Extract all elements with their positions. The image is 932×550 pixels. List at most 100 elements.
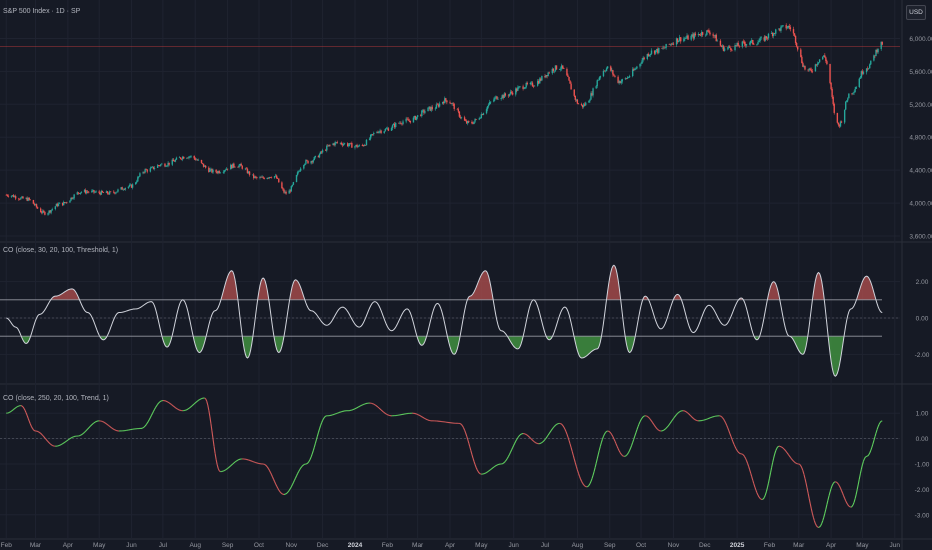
candle-body [510,91,513,93]
candle-body [29,199,31,201]
candle-body [628,76,631,78]
trend-segment [176,407,178,410]
trend-segment [628,450,631,453]
trend-segment [803,474,806,479]
trend-segment [569,443,572,448]
candle-body [589,99,591,102]
candle-body [222,171,225,173]
candle-body [422,110,424,111]
trend-segment [535,442,537,444]
candle-body [415,116,418,120]
trend-segment [468,442,471,448]
candle-body [775,29,777,34]
candle-body [327,145,329,147]
trend-segment [307,461,310,464]
trend-segment [44,437,47,440]
candle-body [547,72,549,77]
candle-body [377,132,379,133]
candle-body [788,26,791,28]
candle-body [33,203,36,206]
trend-segment [581,480,584,484]
candle-body [523,88,525,90]
trend-segment [865,455,867,458]
candle-body [870,60,872,65]
trend-segment [236,459,239,462]
trend-segment [805,482,808,489]
candle-body [64,201,66,203]
trend-segment [152,409,156,412]
trend-segment [530,437,532,440]
candle-body [335,142,337,143]
trend-segment [268,470,271,473]
trend-segment [640,417,643,420]
candle-body [771,32,774,37]
candle-body [474,119,476,122]
candle-body [516,88,518,91]
candle-body [292,182,295,185]
trend-segment [279,491,282,494]
trend-segment [746,460,749,464]
trend-segment [678,411,681,413]
trend-segment [87,427,90,430]
trend-segment [280,492,283,495]
trend-segment [686,411,689,414]
trend-segment [314,439,317,444]
candle-body [216,172,218,174]
candle-body [727,47,729,49]
trend-segment [846,502,849,506]
candle-body [488,101,491,105]
candle-body [466,120,468,124]
price-pane[interactable] [0,23,900,216]
trend-segment [608,430,611,433]
threshold-oscillator-pane[interactable] [0,264,900,377]
trend-segment [476,469,479,472]
candle-body [215,169,217,173]
candle-body [625,78,628,79]
candle-body [431,107,433,110]
trend-segment [518,434,521,437]
trend-segment [506,456,509,459]
time-tick-label: Apr [63,542,74,549]
trend-oscillator-pane[interactable] [0,397,900,528]
candle-body [839,121,842,127]
candle-body [662,47,664,49]
candle-body [764,36,767,41]
trend-segment [774,450,777,455]
candle-body [490,101,492,103]
trend-segment [235,460,238,462]
trend-segment [602,433,606,437]
trend-segment [647,416,650,419]
candle-body [246,168,249,174]
time-tick-label: Jun [508,542,519,549]
candle-body [234,166,236,168]
trend-segment [475,467,478,470]
trend-segment [827,495,830,501]
trend-segment [28,420,31,425]
candle-body [852,92,854,94]
trend-segment [150,413,153,416]
candle-body [675,38,678,45]
trend-segment [276,485,279,489]
candle-body [430,107,432,111]
trend-segment [277,487,280,491]
price-tick-label: 0.00 [916,436,929,443]
candle-body [626,77,629,79]
candle-body [605,68,608,71]
candle-body [172,159,175,162]
trend-segment [303,463,306,466]
trend-segment [583,484,586,487]
trend-segment [560,423,563,425]
trend-segment [868,452,871,456]
trend-segment [862,458,866,462]
trend-segment [582,482,585,486]
candle-body [183,156,185,159]
candle-body [158,165,160,166]
trend-segment [291,482,294,486]
trend-segment [751,476,754,481]
price-tick-label: 5,600.00 [909,69,932,76]
currency-button[interactable]: USD [906,5,926,20]
trend-segment [609,431,612,434]
candle-body [802,62,804,67]
trend-segment [752,480,755,484]
